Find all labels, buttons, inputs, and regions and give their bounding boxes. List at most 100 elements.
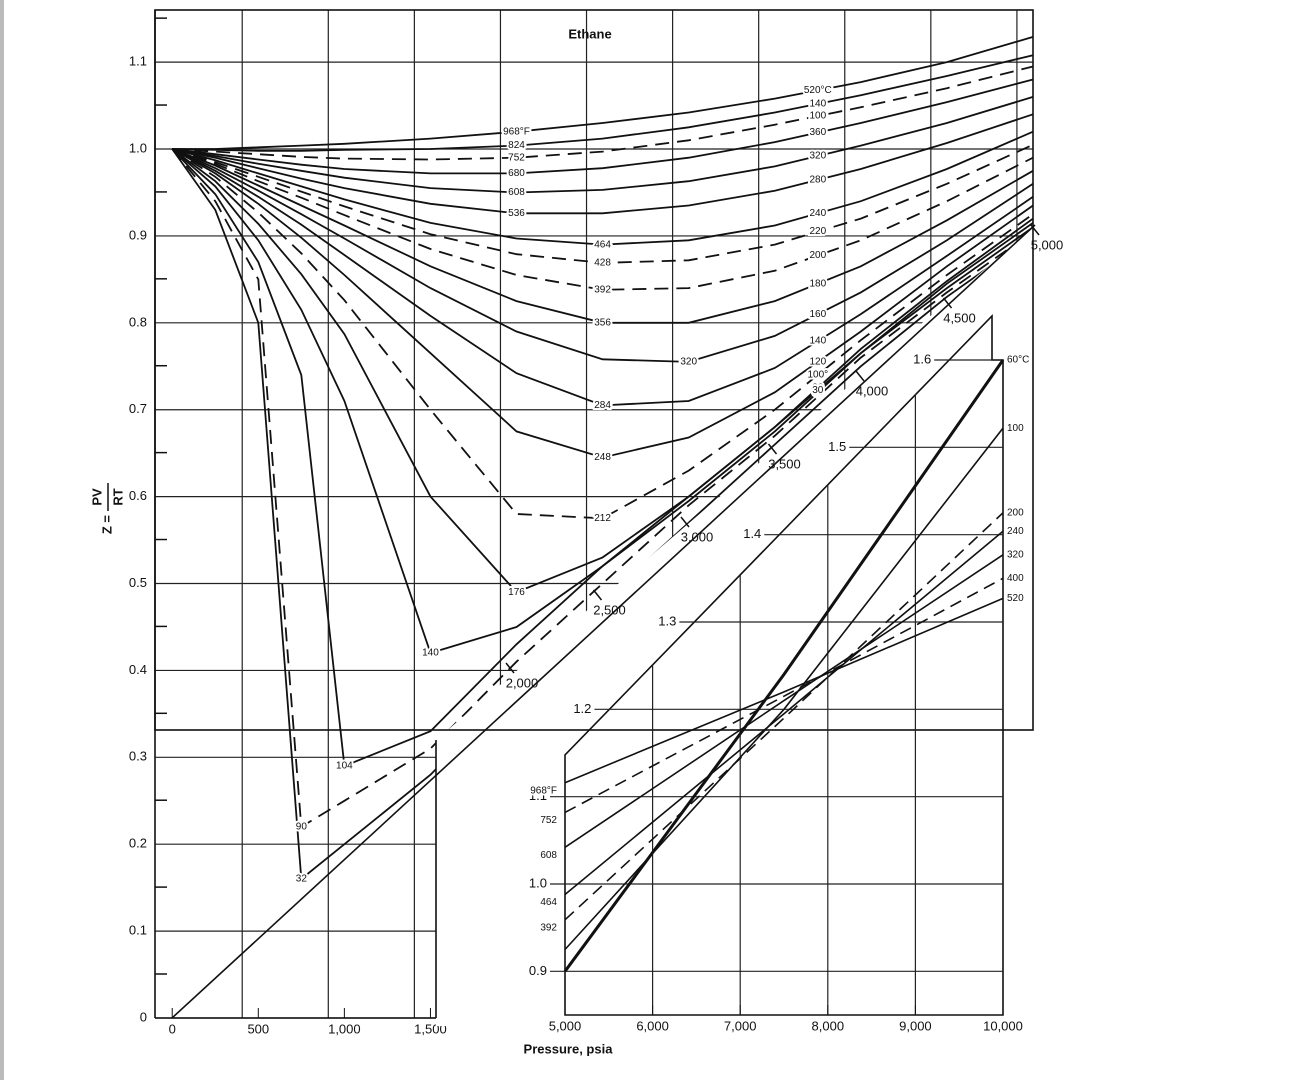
curve (171, 148, 1034, 324)
pressure-label: 5,000 (1031, 237, 1064, 252)
curve-label: 284 (594, 400, 611, 411)
inset-curve-label: 608 (540, 850, 557, 861)
inset-x-tick-label: 9,000 (899, 1018, 932, 1033)
y-tick-label: 0 (140, 1009, 147, 1024)
pressure-label: 3,500 (768, 456, 801, 471)
inset-curve (564, 597, 1004, 784)
y-tick-label: 0.8 (129, 314, 147, 329)
curve-label: 608 (508, 187, 525, 198)
curve (171, 148, 1034, 291)
inset-curve-label: 464 (540, 897, 557, 908)
inset-x-tick-label: 7,000 (724, 1018, 757, 1033)
y-tick-label: 0.3 (129, 749, 147, 764)
curve-alt-label: 140 (809, 98, 826, 109)
y-tick-label: 1.0 (129, 140, 147, 155)
pressure-tick (942, 297, 953, 309)
curve-alt-label: 60 (812, 387, 824, 398)
chart-title: Ethane (568, 26, 611, 41)
inset-y-tick-label: 1.6 (913, 351, 931, 366)
curves (171, 36, 1034, 881)
curve (172, 36, 1034, 150)
curve-label: 680 (508, 168, 525, 179)
inset-y-tick-label: 1.5 (828, 439, 846, 454)
curve-alt-label: 520°C (804, 85, 832, 96)
y-tick-label: 0.6 (129, 488, 147, 503)
pressure-tick (592, 589, 603, 601)
pressure-tick (505, 662, 515, 674)
curve (171, 148, 1034, 520)
pressure-label: 4,500 (943, 310, 976, 325)
curve-label: 90 (296, 821, 308, 832)
inset-x-tick-label: 6,000 (636, 1018, 669, 1033)
curve (171, 148, 1034, 594)
inset-curve-label: 752 (540, 815, 557, 826)
y-tick-label: 0.2 (129, 836, 147, 851)
curve-label: 356 (594, 317, 611, 328)
curve (172, 113, 1034, 215)
y-tick-label: 0.1 (129, 923, 147, 938)
inset-curve (564, 512, 1004, 921)
y-tick-label: 0.9 (129, 227, 147, 242)
inset-curve (563, 359, 1005, 973)
inset-x-tick-label: 8,000 (812, 1018, 845, 1033)
pressure-label: 2,000 (506, 675, 539, 690)
x-tick-label: 0 (169, 1021, 176, 1036)
curve-alt-label: 80 (812, 383, 824, 394)
curve-label: 104 (336, 761, 353, 772)
curve-alt-label: 30 (812, 385, 824, 396)
curve-label: 824 (508, 140, 525, 151)
curve-alt-label: 140 (809, 336, 826, 347)
inset-y-tick-label: 1.0 (529, 875, 547, 890)
inset-curve-alt-label: 320 (1007, 549, 1024, 560)
curve-label: 464 (594, 239, 611, 250)
y-label-denominator: RT (110, 488, 125, 505)
y-label-numerator: PV (89, 488, 104, 506)
curve-alt-label: 240 (809, 208, 826, 219)
pressure-label: 3,000 (681, 529, 714, 544)
x-tick-label: 1,000 (328, 1021, 361, 1036)
curve (171, 143, 1034, 264)
inset-curve (564, 554, 1004, 848)
inset-curve (564, 530, 1004, 896)
inset-y-tick-label: 1.1 (529, 788, 547, 803)
pressure-tick (855, 370, 865, 382)
inset-curve-alt-label: 400 (1007, 573, 1024, 584)
inset-y-tick-label: 1.4 (743, 526, 761, 541)
curve-label: 320 (680, 357, 697, 368)
y-tick-label: 1.1 (129, 54, 147, 69)
inset-curve-alt-label: 200 (1007, 507, 1024, 518)
y-tick-label: 0.4 (129, 662, 147, 677)
curve-alt-label: 100° (807, 370, 828, 381)
pressure-tick (767, 443, 778, 455)
curve-label: 392 (594, 284, 611, 295)
edge (0, 0, 4, 1080)
curve-label: 248 (594, 452, 611, 463)
pressure-label: 2,500 (593, 602, 626, 617)
y-tick-label: 0.7 (129, 401, 147, 416)
curve (171, 148, 1034, 407)
inset-y-tick-label: 1.3 (658, 613, 676, 628)
pressure-axis (171, 224, 1036, 1019)
curve (172, 96, 1034, 194)
curve-alt-label: 160 (809, 309, 826, 320)
inset-y-tick-label: 1.2 (573, 701, 591, 716)
curve-alt-label: 220 (809, 226, 826, 237)
inset-curve-label: 392 (540, 922, 557, 933)
curve-alt-label: 200 (809, 250, 826, 261)
curve (171, 148, 1034, 363)
curve-alt-label: 360 (809, 127, 826, 138)
y-tick-label: 0.5 (129, 575, 147, 590)
curve-label: 968°F (503, 126, 530, 137)
curve-alt-label: 100 (809, 111, 826, 122)
curve-label: 752 (508, 152, 525, 163)
curve (172, 54, 1034, 152)
inset-curve-alt-label: 60°C (1007, 355, 1029, 366)
inset-y-tick-label: 0.9 (529, 963, 547, 978)
curve-label: 536 (508, 208, 525, 219)
curve-label: 140 (422, 648, 439, 659)
curve-label: 32 (296, 874, 308, 885)
y-label-prefix: Z = (99, 515, 114, 535)
curve (171, 130, 1034, 246)
curve-alt-label: 280 (809, 175, 826, 186)
